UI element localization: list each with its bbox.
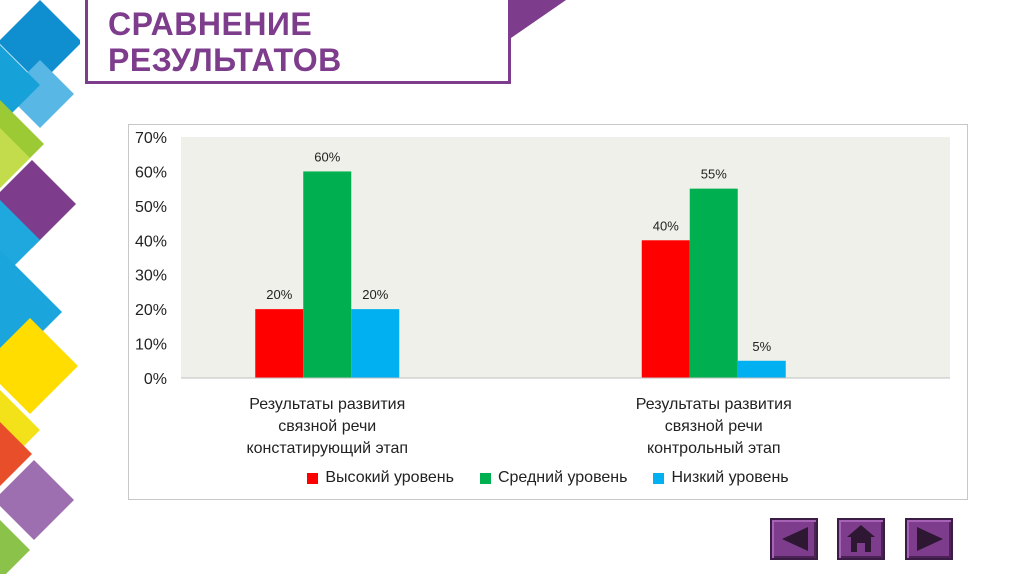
x-tick-label: связной речи xyxy=(665,418,763,435)
legend-swatch xyxy=(307,472,319,484)
title-frame xyxy=(85,0,511,84)
y-tick-label: 70% xyxy=(135,130,167,147)
data-label: 5% xyxy=(752,339,771,354)
bar xyxy=(689,188,738,378)
chart-legend: Высокий уровень Средний уровень Низкий уро… xyxy=(128,469,968,487)
data-label: 20% xyxy=(266,287,292,302)
bar-chart: 0% 10% 20% 30% 40% 50% 60% 70% 20% 60% 20% Результа… xyxy=(135,130,950,457)
legend-label: Низкий уровень xyxy=(671,469,789,486)
forward-button[interactable] xyxy=(905,518,953,560)
legend-label: Высокий уровень xyxy=(325,469,454,486)
x-tick-label: связной речи xyxy=(278,418,376,435)
bar xyxy=(351,309,400,378)
legend-label: Средний уровень xyxy=(497,469,628,486)
legend-item: Низкий уровень xyxy=(653,469,789,487)
x-tick-label: констатирующий этап xyxy=(246,440,408,457)
legend-swatch xyxy=(653,472,665,484)
data-label: 40% xyxy=(653,218,679,233)
y-tick-label: 60% xyxy=(135,164,167,181)
x-tick-label: Результаты развития xyxy=(249,396,405,413)
legend-item: Средний уровень xyxy=(479,469,628,487)
arrow-left-icon xyxy=(782,527,808,551)
x-tick-label: контрольный этап xyxy=(647,440,781,457)
legend-swatch xyxy=(479,472,491,484)
bar xyxy=(255,309,304,378)
data-label: 20% xyxy=(362,287,388,302)
x-tick-label: Результаты развития xyxy=(636,396,792,413)
y-tick-label: 50% xyxy=(135,199,167,216)
y-tick-label: 10% xyxy=(135,337,167,354)
y-tick-label: 0% xyxy=(144,371,167,388)
bar xyxy=(303,171,352,378)
arrow-right-icon xyxy=(917,527,943,551)
y-tick-label: 40% xyxy=(135,233,167,250)
data-label: 60% xyxy=(314,149,340,164)
data-label: 55% xyxy=(701,167,727,182)
decorative-diamonds xyxy=(0,0,80,574)
y-tick-label: 30% xyxy=(135,268,167,285)
home-button[interactable] xyxy=(837,518,885,560)
page-title: СРАВНЕНИЕ РЕЗУЛЬТАТОВ xyxy=(108,6,342,78)
back-button[interactable] xyxy=(770,518,818,560)
home-icon xyxy=(847,525,875,552)
bar xyxy=(641,240,690,378)
y-tick-label: 20% xyxy=(135,302,167,319)
bar xyxy=(737,360,786,378)
legend-item: Высокий уровень xyxy=(307,469,454,487)
